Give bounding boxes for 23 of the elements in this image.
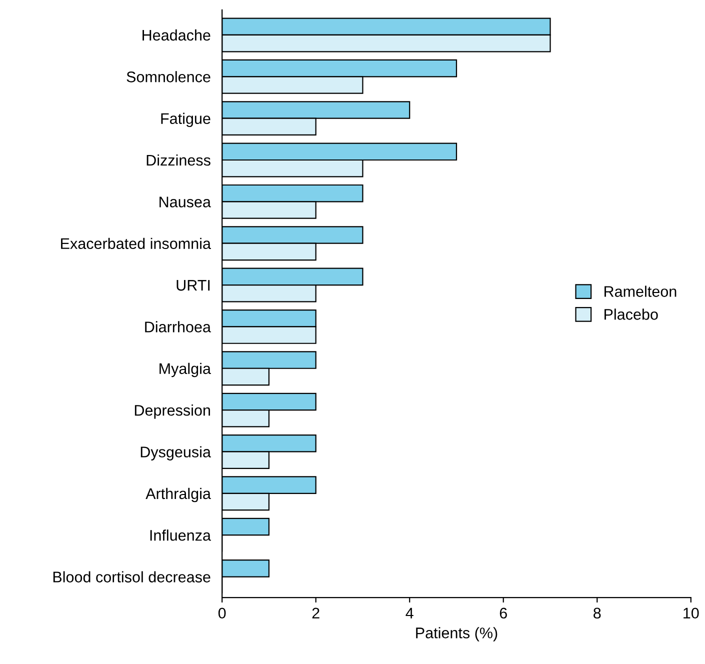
y-tick-label: Somnolence xyxy=(126,71,210,82)
x-axis-title: Patients (%) xyxy=(416,627,498,642)
x-tick-label: 6 xyxy=(500,608,507,619)
y-tick-label: Dysgeusia xyxy=(140,446,211,460)
x-tick-label: 4 xyxy=(406,608,414,618)
y-tick-label: Headache xyxy=(142,29,210,41)
y-tick-label: Myalgia xyxy=(160,362,211,378)
x-tick-label: 0 xyxy=(218,608,226,619)
y-tick-label: Nausea xyxy=(160,196,211,208)
y-tick-label: Fatigue xyxy=(161,112,210,128)
y-tick-label: Depression xyxy=(134,404,210,419)
y-tick-label: Diarrhoea xyxy=(145,321,211,332)
y-tick-label: Blood cortisol decrease xyxy=(53,571,210,582)
legend-label: Ramelteon xyxy=(604,286,676,297)
y-tick-label: Dizziness xyxy=(146,154,210,166)
y-tick-label: Influenza xyxy=(150,530,211,541)
x-tick-label: 10 xyxy=(684,608,699,619)
x-tick-label: 8 xyxy=(594,608,601,619)
y-tick-label: Arthralgia xyxy=(146,488,211,502)
y-tick-label: Exacerbated insomnia xyxy=(61,238,211,250)
x-tick-label: 2 xyxy=(312,608,320,618)
y-tick-label: URTI xyxy=(176,280,210,291)
legend-label: Placebo xyxy=(604,308,658,320)
